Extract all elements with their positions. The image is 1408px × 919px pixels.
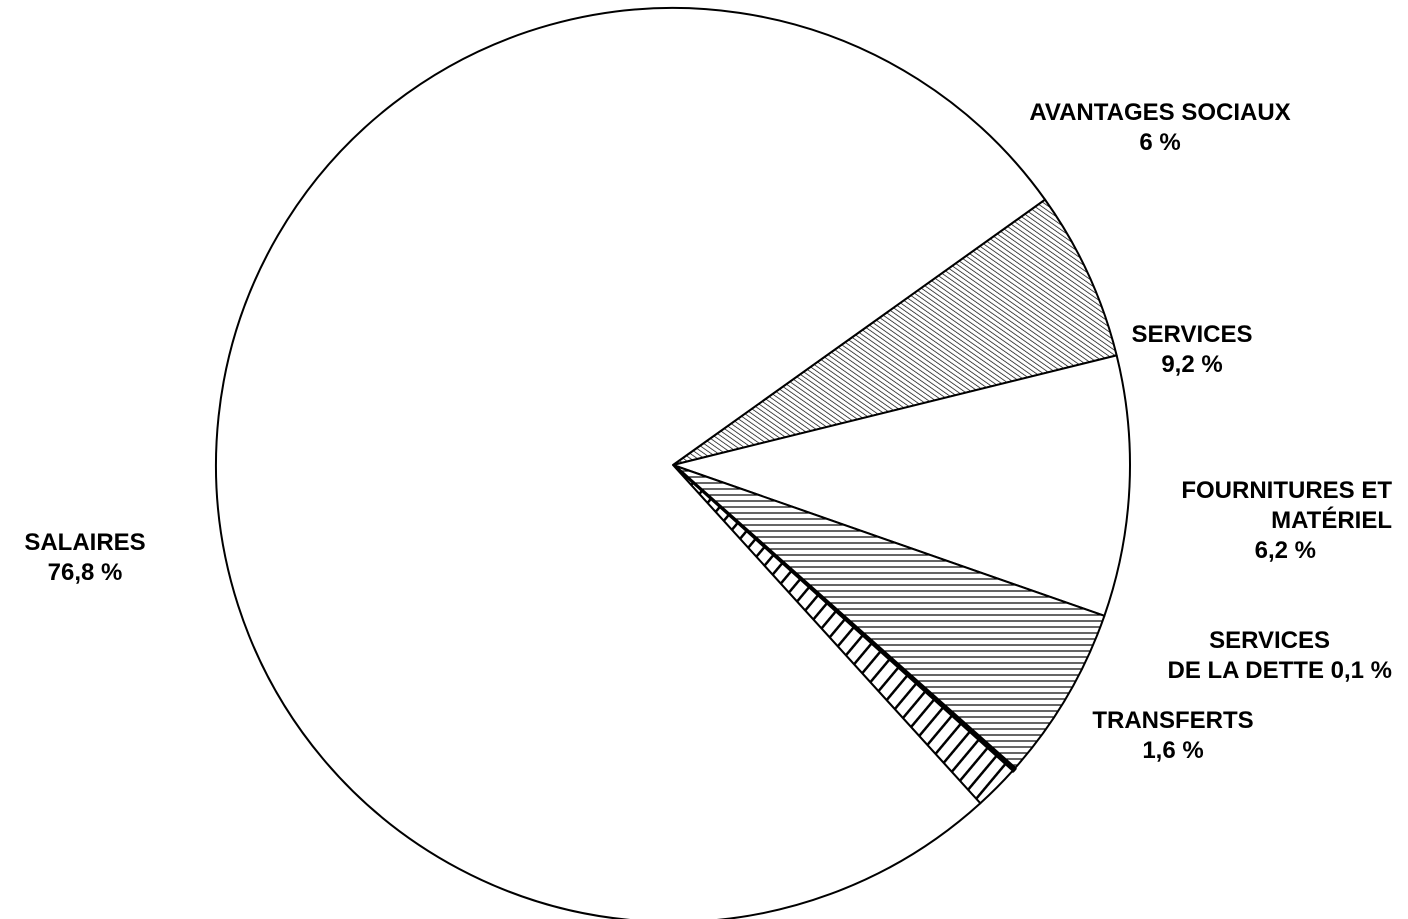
label-transferts-value: 1,6 % [1142,737,1204,764]
label-avantages-name: AVANTAGES SOCIAUX [1029,99,1291,126]
pie-slice-services [672,354,1131,617]
label-avantages-sociaux: AVANTAGES SOCIAUX 6 % [1000,98,1320,158]
label-fournitures-line2: MATÉRIEL [1271,507,1392,534]
label-dette-line1: SERVICES [1209,627,1330,654]
pie-slice-fournitures [672,464,1106,770]
label-services-value: 9,2 % [1161,351,1223,378]
label-fournitures: FOURNITURES ET MATÉRIEL 6,2 % [1150,476,1392,566]
pie-slices [215,7,1131,919]
label-transferts: TRANSFERTS 1,6 % [1070,706,1276,766]
label-services-name: SERVICES [1131,321,1253,348]
label-services: SERVICES 9,2 % [1110,320,1274,380]
label-services-dette: SERVICES DE LA DETTE 0,1 % [1106,626,1392,686]
pie-slice-salaires [215,7,1047,919]
label-dette-line2: DE LA DETTE 0,1 % [1167,657,1392,684]
label-salaires: SALAIRES 76,8 % [0,528,170,588]
label-fournitures-value: 6,2 % [1254,537,1316,564]
label-salaires-name: SALAIRES [24,529,146,556]
label-avantages-value: 6 % [1139,129,1181,156]
label-fournitures-line1: FOURNITURES ET [1181,477,1392,504]
label-salaires-value: 76,8 % [47,559,123,586]
label-transferts-name: TRANSFERTS [1092,707,1254,734]
pie-slice-avantages [672,198,1118,466]
